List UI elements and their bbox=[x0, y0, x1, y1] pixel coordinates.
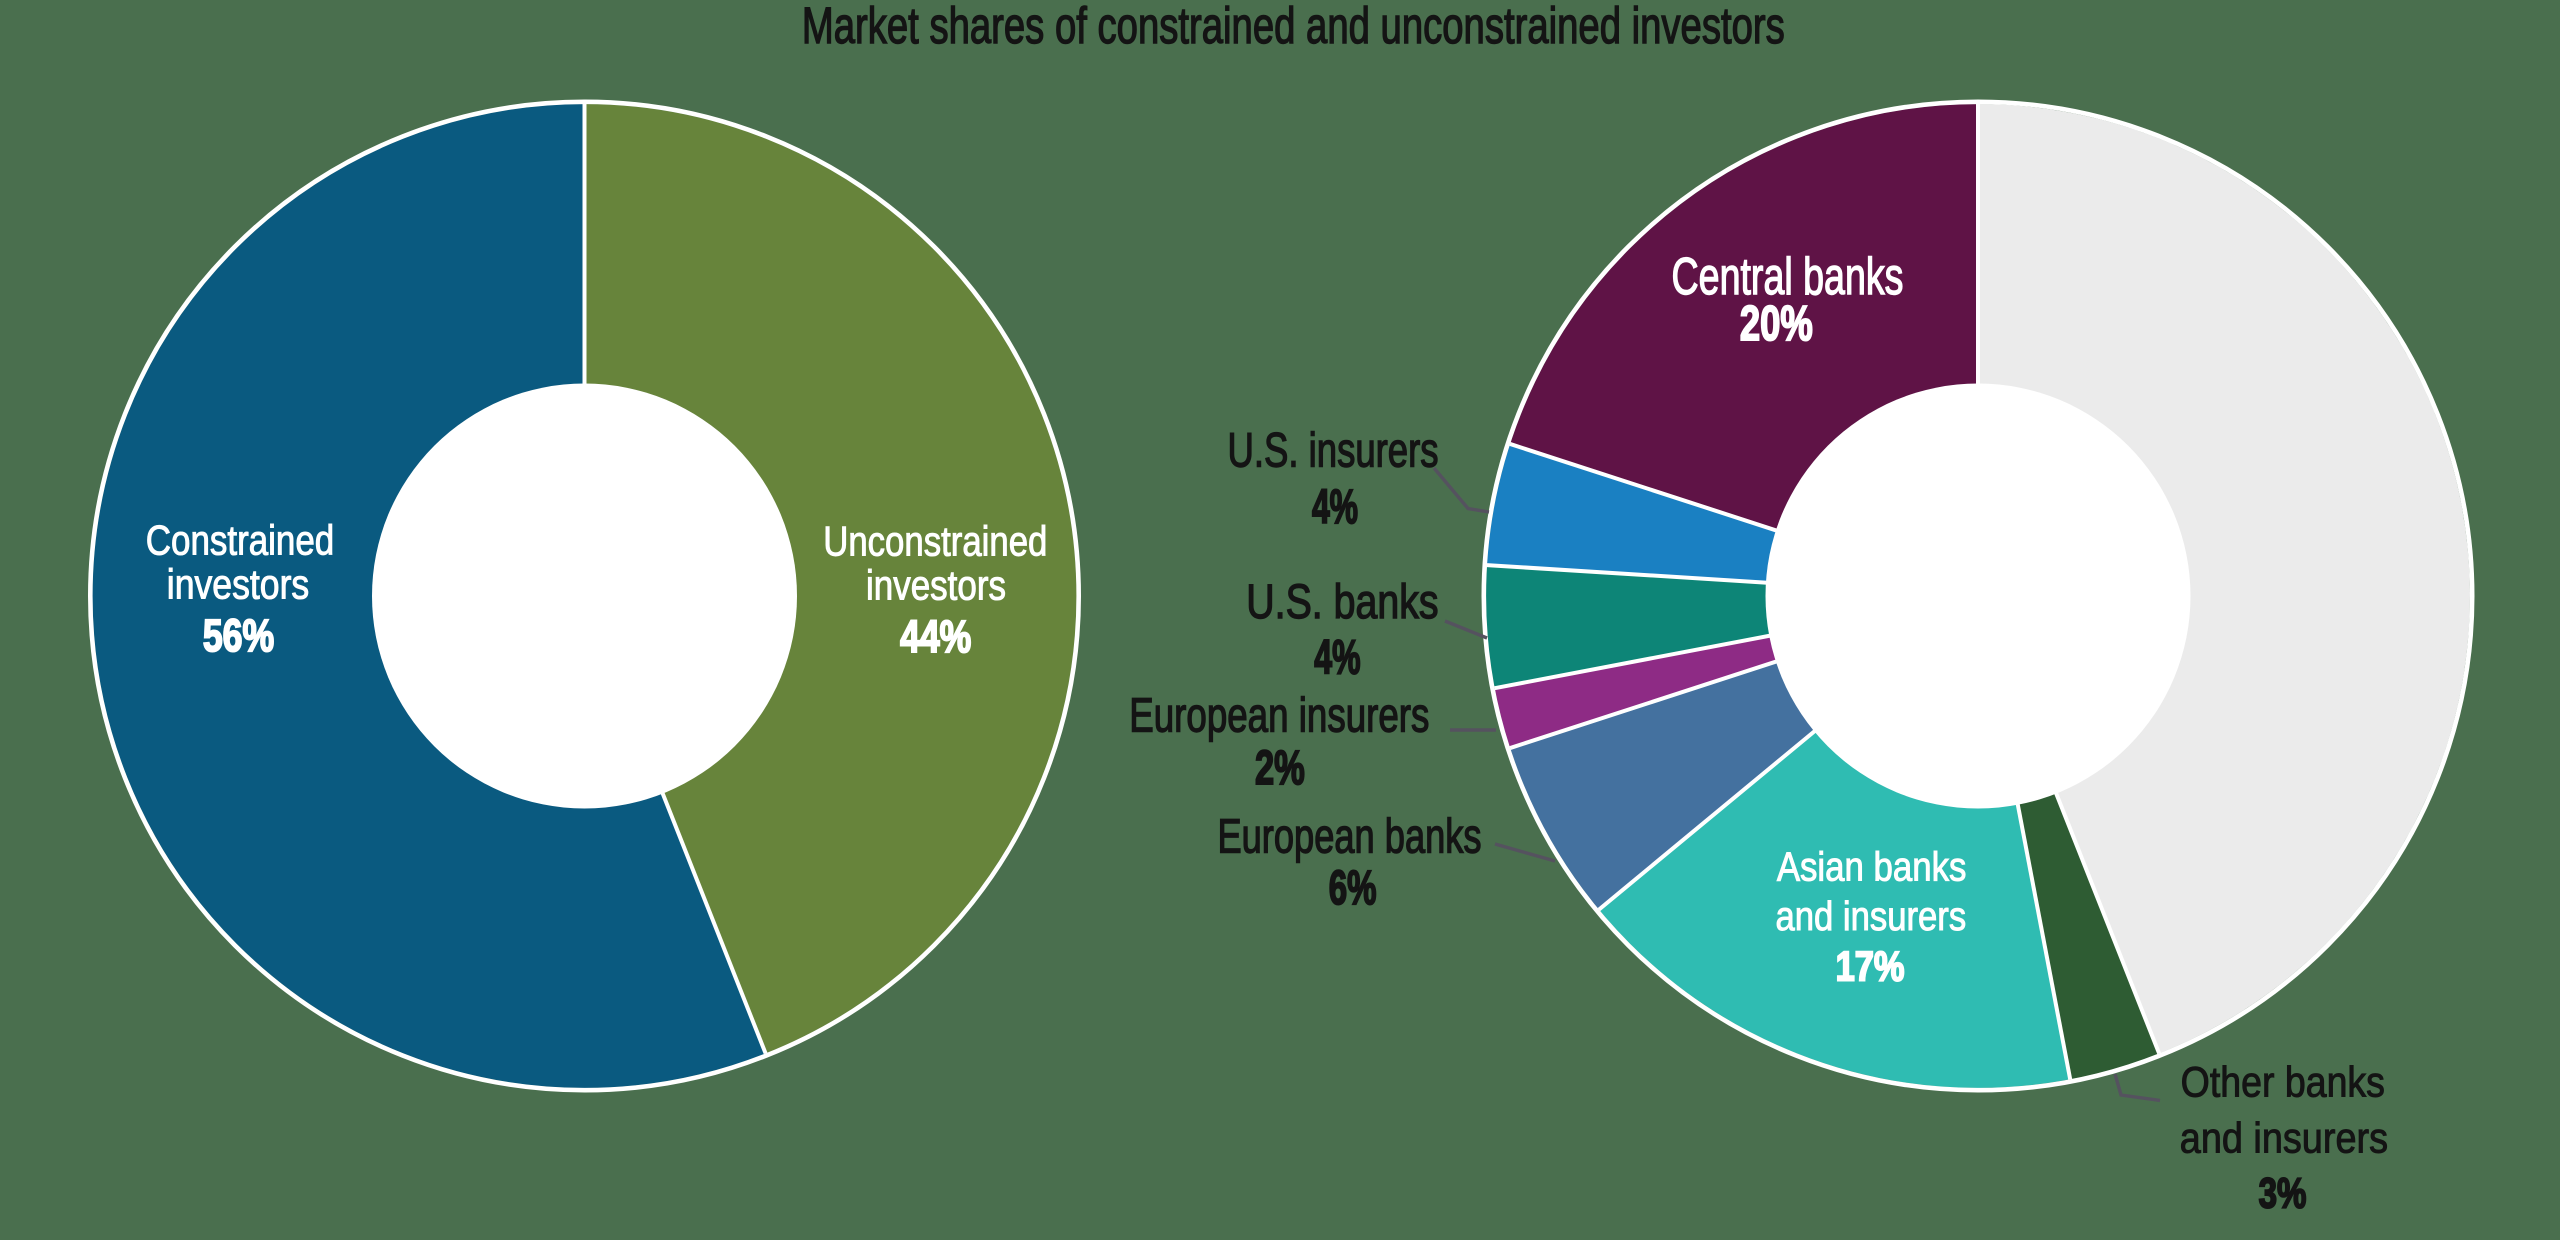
svg-text:Central banks: Central banks bbox=[1672, 247, 1904, 305]
svg-text:Constrained: Constrained bbox=[146, 518, 334, 565]
svg-text:4%: 4% bbox=[1312, 479, 1358, 533]
svg-text:and insurers: and insurers bbox=[1775, 894, 1966, 939]
svg-text:U.S. banks: U.S. banks bbox=[1246, 575, 1438, 629]
svg-text:U.S. insurers: U.S. insurers bbox=[1227, 424, 1438, 478]
svg-text:6%: 6% bbox=[1329, 861, 1377, 915]
svg-text:European banks: European banks bbox=[1217, 810, 1481, 864]
svg-text:Other banks: Other banks bbox=[2181, 1057, 2385, 1106]
svg-text:17%: 17% bbox=[1836, 943, 1905, 990]
svg-text:Market shares of constrained a: Market shares of constrained and unconst… bbox=[802, 0, 1785, 54]
svg-text:4%: 4% bbox=[1314, 630, 1360, 684]
svg-text:3%: 3% bbox=[2259, 1169, 2307, 1217]
svg-text:European insurers: European insurers bbox=[1129, 689, 1429, 743]
svg-text:44%: 44% bbox=[900, 611, 971, 662]
svg-text:Unconstrained: Unconstrained bbox=[823, 518, 1047, 565]
svg-text:investors: investors bbox=[167, 562, 309, 608]
svg-text:20%: 20% bbox=[1740, 297, 1813, 351]
svg-text:and insurers: and insurers bbox=[2180, 1113, 2388, 1162]
svg-text:Asian banks: Asian banks bbox=[1777, 845, 1967, 890]
svg-text:2%: 2% bbox=[1255, 740, 1305, 794]
svg-text:56%: 56% bbox=[203, 610, 274, 661]
svg-text:investors: investors bbox=[866, 563, 1006, 610]
